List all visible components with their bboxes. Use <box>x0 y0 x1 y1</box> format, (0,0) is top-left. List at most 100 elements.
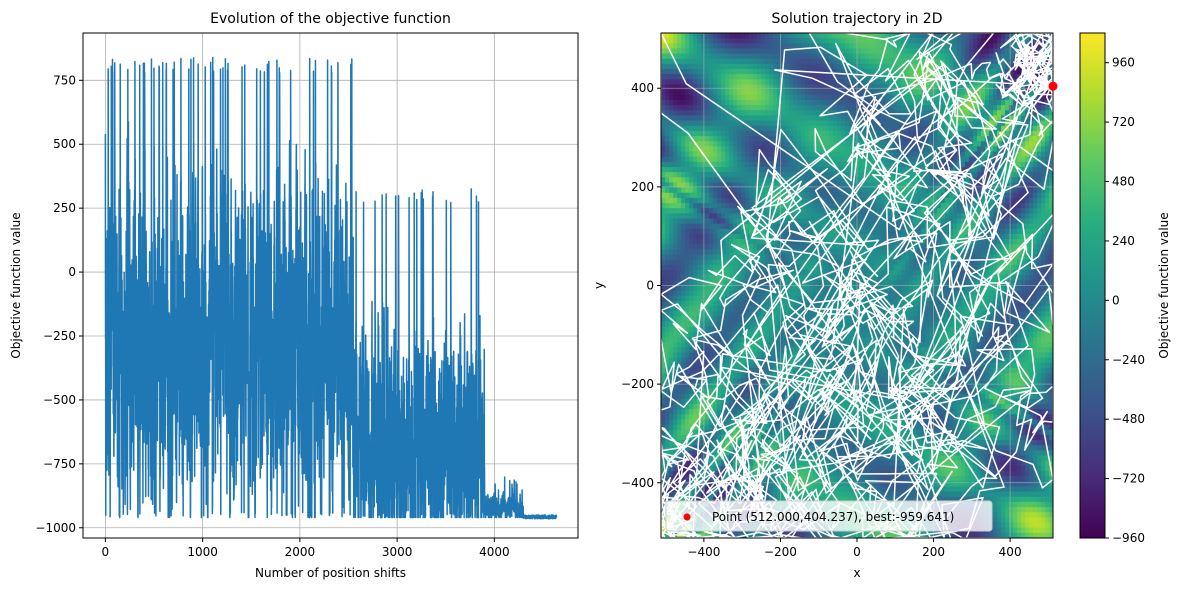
heatmap-cell <box>665 224 670 230</box>
heatmap-cell <box>921 110 926 116</box>
heatmap-cell <box>733 110 738 116</box>
heatmap-cell <box>725 157 730 163</box>
heatmap-cell <box>673 172 678 178</box>
heatmap-cell <box>721 131 726 137</box>
heatmap-cell <box>677 188 682 194</box>
heatmap-cell <box>661 213 666 219</box>
heatmap-cell <box>829 121 834 127</box>
heatmap-cell <box>697 213 702 219</box>
heatmap-cell <box>789 126 794 132</box>
heatmap-cell <box>729 208 734 214</box>
heatmap-cell <box>689 38 694 44</box>
heatmap-cell <box>981 54 986 60</box>
heatmap-cell <box>953 213 958 219</box>
heatmap-cell <box>733 167 738 173</box>
heatmap-cell <box>981 244 986 250</box>
heatmap-cell <box>953 64 958 70</box>
heatmap-cell <box>761 79 766 85</box>
heatmap-cell <box>685 167 690 173</box>
heatmap-cell <box>713 275 718 281</box>
heatmap-cell <box>769 121 774 127</box>
heatmap-cell <box>849 105 854 111</box>
heatmap-cell <box>749 69 754 75</box>
heatmap-cell <box>881 249 886 255</box>
heatmap-cell <box>805 126 810 132</box>
heatmap-cell <box>661 224 666 230</box>
heatmap-cell <box>709 193 714 199</box>
heatmap-cell <box>745 115 750 121</box>
heatmap-cell <box>661 177 666 183</box>
heatmap-cell <box>669 265 674 271</box>
heatmap-cell <box>681 131 686 137</box>
heatmap-cell <box>749 131 754 137</box>
heatmap-cell <box>689 208 694 214</box>
heatmap-cell <box>953 203 958 209</box>
heatmap-cell <box>689 115 694 121</box>
heatmap-cell <box>813 182 818 188</box>
heatmap-cell <box>665 136 670 142</box>
heatmap-cell <box>697 249 702 255</box>
heatmap-cell <box>989 69 994 75</box>
heatmap-cell <box>669 275 674 281</box>
heatmap-cell <box>693 54 698 60</box>
heatmap-cell <box>713 224 718 230</box>
heatmap-cell <box>977 33 982 39</box>
heatmap-cell <box>777 48 782 54</box>
heatmap-cell <box>693 126 698 132</box>
heatmap-cell <box>685 193 690 199</box>
heatmap-cell <box>713 152 718 158</box>
heatmap-cell <box>809 213 814 219</box>
heatmap-cell <box>729 162 734 168</box>
heatmap-cell <box>1017 208 1022 214</box>
heatmap-cell <box>1001 121 1006 127</box>
heatmap-cell <box>761 43 766 49</box>
heatmap-cell <box>797 126 802 132</box>
heatmap-cell <box>937 208 942 214</box>
heatmap-cell <box>1033 224 1038 230</box>
heatmap-cell <box>717 38 722 44</box>
heatmap-cell <box>801 110 806 116</box>
heatmap-cell <box>857 136 862 142</box>
heatmap-cell <box>833 121 838 127</box>
heatmap-cell <box>713 115 718 121</box>
heatmap-cell <box>961 152 966 158</box>
heatmap-cell <box>813 95 818 101</box>
heatmap-cell <box>921 33 926 39</box>
heatmap-cell <box>673 95 678 101</box>
heatmap-cell <box>721 90 726 96</box>
heatmap-cell <box>733 69 738 75</box>
heatmap-cell <box>809 54 814 60</box>
heatmap-cell <box>681 265 686 271</box>
heatmap-cell <box>693 95 698 101</box>
heatmap-cell <box>729 79 734 85</box>
heatmap-cell <box>721 213 726 219</box>
heatmap-cell <box>693 239 698 245</box>
heatmap-cell <box>893 275 898 281</box>
heatmap-cell <box>957 203 962 209</box>
heatmap-cell <box>817 105 822 111</box>
heatmap-cell <box>805 100 810 106</box>
heatmap-cell <box>837 115 842 121</box>
heatmap-cell <box>689 239 694 245</box>
heatmap-cell <box>669 260 674 266</box>
heatmap-cell <box>689 260 694 266</box>
heatmap-cell <box>949 208 954 214</box>
heatmap-cell <box>693 157 698 163</box>
left-y-tick-label: −1000 <box>35 521 76 535</box>
heatmap-cell <box>797 64 802 70</box>
heatmap-cell <box>805 265 810 271</box>
heatmap-cell <box>721 152 726 158</box>
heatmap-cell <box>701 64 706 70</box>
heatmap-cell <box>693 64 698 70</box>
heatmap-cell <box>821 33 826 39</box>
heatmap-cell <box>761 90 766 96</box>
heatmap-cell <box>845 146 850 152</box>
heatmap-cell <box>673 167 678 173</box>
heatmap-cell <box>669 172 674 178</box>
heatmap-cell <box>957 208 962 214</box>
heatmap-cell <box>909 270 914 276</box>
heatmap-cell <box>729 198 734 204</box>
heatmap-cell <box>917 38 922 44</box>
heatmap-cell <box>705 69 710 75</box>
heatmap-cell <box>953 48 958 54</box>
